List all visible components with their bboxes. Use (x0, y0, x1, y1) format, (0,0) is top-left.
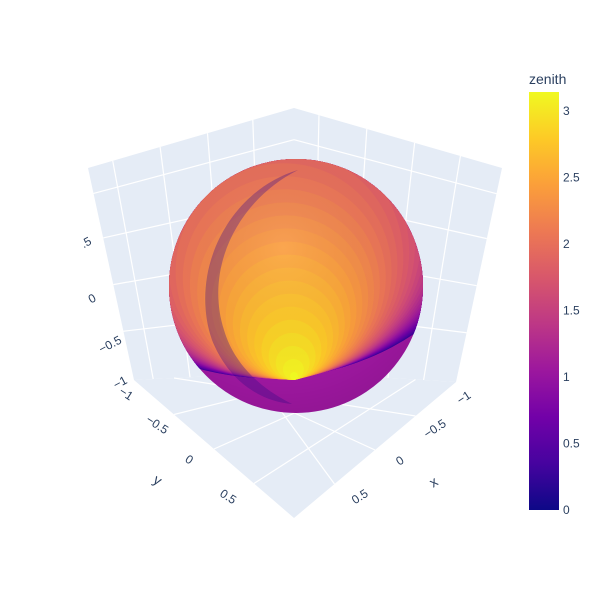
y-tick-label: 0 (183, 452, 196, 468)
y-tick-label: −0.5 (143, 412, 171, 437)
grid-line (423, 155, 461, 381)
grid-line (112, 160, 154, 380)
sphere-shading (169, 159, 423, 413)
y-axis-title: y (150, 471, 165, 488)
colorbar-title: zenith (529, 71, 566, 87)
grid-line (293, 139, 497, 195)
colorbar-tick-label: 0.5 (563, 437, 580, 451)
floor-plane (134, 372, 456, 518)
grid-line (93, 139, 295, 195)
colorbar-tick-label: 2.5 (563, 170, 580, 184)
colorbar-tick-label: 1 (563, 370, 570, 384)
colorbar-tick-label: 3 (563, 104, 570, 118)
z-tick-label: −1 (111, 373, 130, 392)
x-tick-label: 0.5 (349, 486, 371, 507)
colorbar-tick-label: 0 (563, 503, 570, 517)
x-tick-label: 0 (393, 453, 406, 469)
grid-line (253, 378, 416, 485)
colorbar-tick-label: 1.5 (563, 303, 580, 317)
x-tick-label: −1 (454, 388, 473, 407)
x-tick-label: −0.5 (421, 416, 449, 441)
z-tick-label: 0 (86, 291, 99, 307)
colorbar-ticks: 0 0.5 1 1.5 2 2.5 3 (563, 104, 580, 517)
colorbar-tick-label: 2 (563, 237, 570, 251)
colorbar-gradient (529, 92, 559, 510)
x-axis-title: x (426, 473, 441, 490)
colorbar[interactable]: zenith 0 0.5 1 1.5 2 2.5 3 (529, 71, 580, 517)
y-tick-label: 0.5 (217, 486, 239, 507)
z-tick-label: −0.5 (96, 333, 124, 357)
z-tick-label: .5 (78, 234, 94, 251)
